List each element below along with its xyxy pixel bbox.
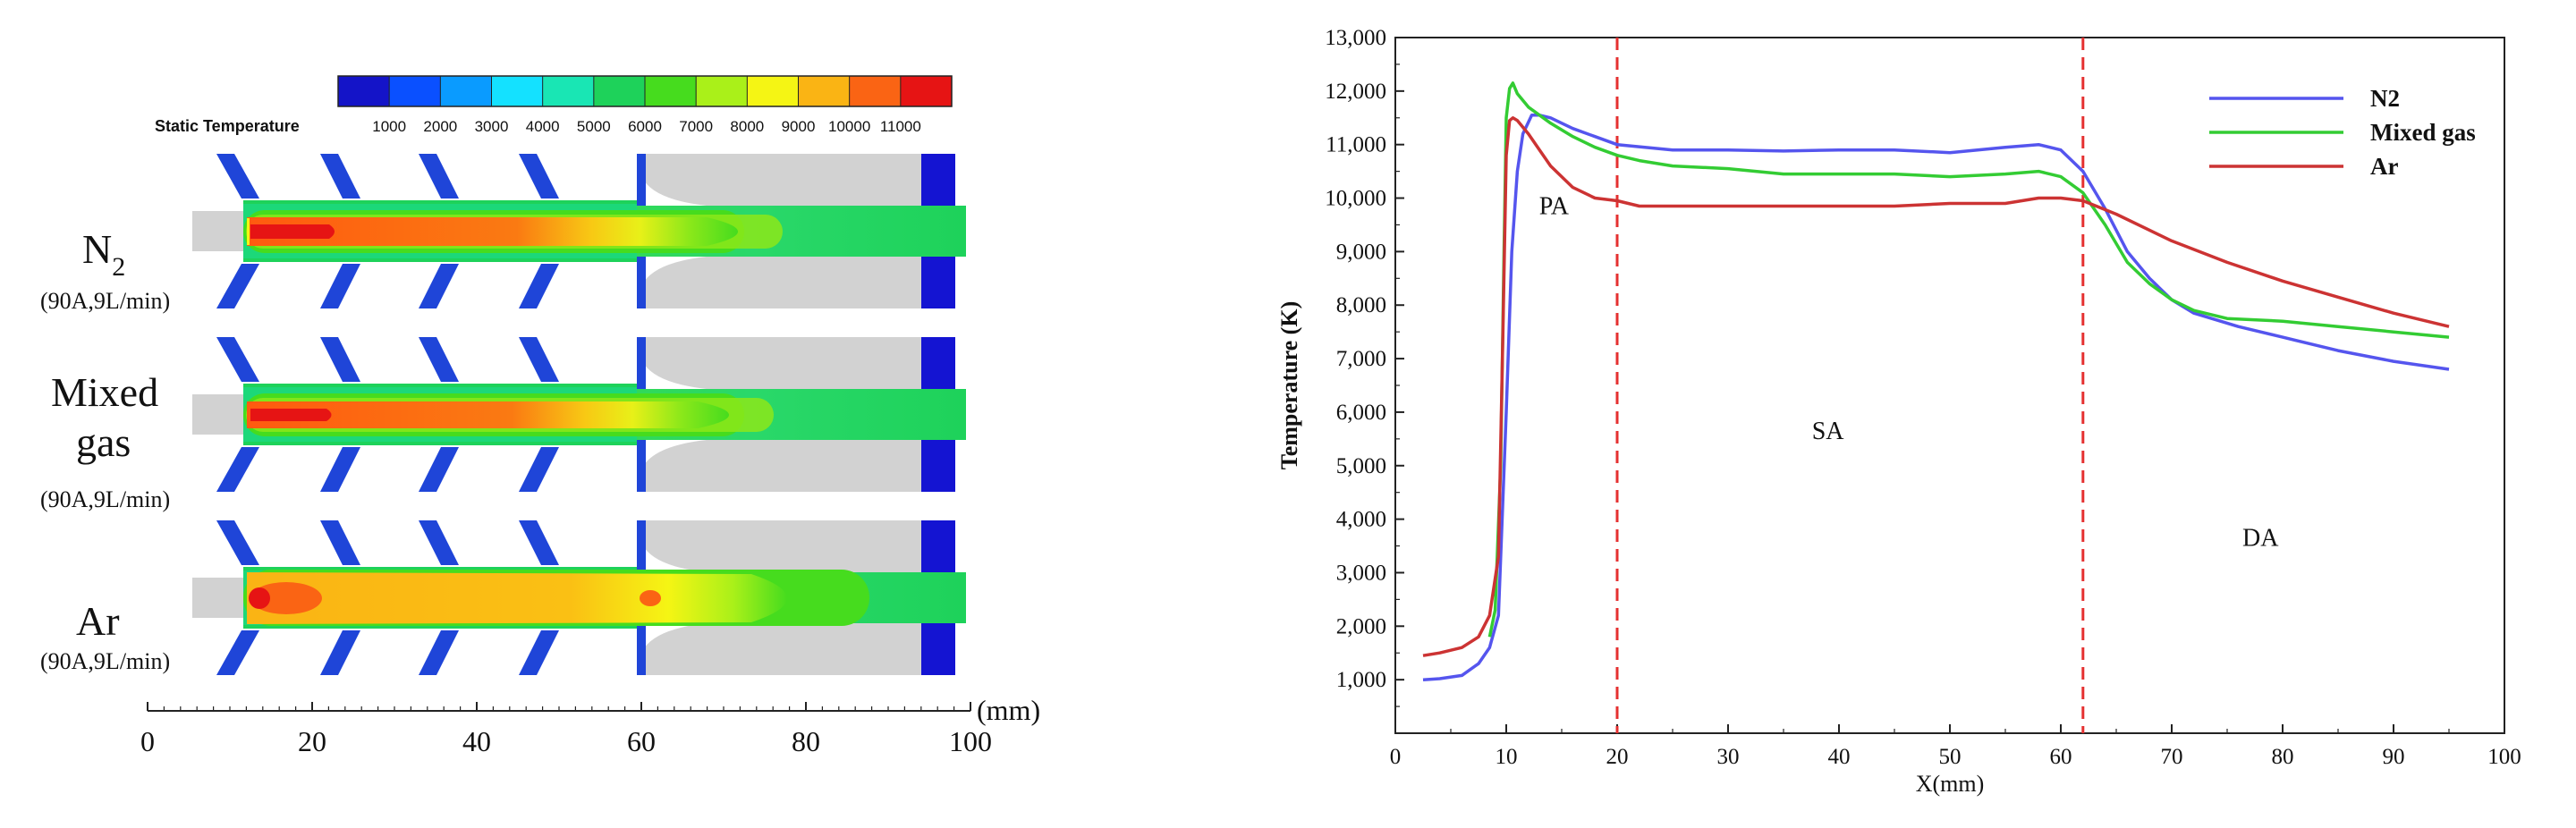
temperature-line-chart: 1,000 2,000 3,000 4,000 5,000 6,000 7,000 8,000… — [1276, 26, 2521, 797]
scale-tick-label: 5000 — [577, 118, 611, 135]
length-axis-tick-label: 60 — [627, 725, 656, 757]
y-tick-label: 4,000 — [1336, 508, 1386, 532]
scale-swatch — [747, 76, 799, 106]
region-dividers — [1615, 38, 2085, 733]
row-condition-n2: (90A,9L/min) — [40, 288, 170, 314]
length-axis-tick-label: 40 — [462, 725, 491, 757]
scale-tick-label: 4000 — [526, 118, 560, 135]
scale-swatch — [696, 76, 748, 106]
y-tick-label: 8,000 — [1336, 293, 1386, 317]
series-lines — [1422, 81, 2450, 681]
row-label-mixed-line1: Mixed — [51, 369, 158, 415]
y-axis-title: Temperature (K) — [1276, 301, 1302, 469]
region-label-pa: PA — [1539, 192, 1570, 220]
scale-tick-label: 11000 — [880, 118, 921, 135]
y-tick-label: 13,000 — [1325, 26, 1386, 50]
contour-row-ar — [192, 520, 966, 675]
row-label-n2: N2 — [82, 226, 125, 282]
scale-swatch — [593, 76, 646, 106]
plot-frame — [1394, 37, 2505, 734]
y-tick-label: 3,000 — [1336, 561, 1386, 585]
length-axis-tick-label: 100 — [949, 725, 992, 757]
contour-row-n2 — [192, 154, 966, 308]
region-label-sa: SA — [1812, 418, 1845, 445]
scale-tick-label: 3000 — [475, 118, 509, 135]
scale-swatch — [900, 76, 953, 106]
temperature-color-scale — [337, 75, 953, 107]
length-axis-tick-label: 0 — [140, 725, 155, 757]
scale-title: Static Temperature — [155, 117, 300, 135]
legend-label: Ar — [2370, 153, 2398, 180]
length-axis: 0 20 40 60 80 100 — [140, 702, 992, 757]
contour-figure: Static Temperature 1000 2000 3000 4000 5000 6… — [40, 75, 1040, 757]
x-tick-label: 0 — [1390, 745, 1402, 769]
contour-row-mixed-gas — [192, 337, 966, 492]
row-condition-mixed-gas: (90A,9L/min) — [40, 486, 170, 512]
scale-swatch — [645, 76, 697, 106]
scale-tick-label: 8000 — [730, 118, 764, 135]
y-tick-label: 6,000 — [1336, 401, 1386, 425]
y-tick-label: 10,000 — [1325, 187, 1386, 211]
scale-swatch — [849, 76, 902, 106]
x-tick-label: 60 — [2050, 745, 2072, 769]
scale-swatch — [440, 76, 492, 106]
x-tick-label: 30 — [1717, 745, 1740, 769]
x-tick-label: 50 — [1939, 745, 1962, 769]
x-tick-label: 40 — [1828, 745, 1851, 769]
y-tick-label: 2,000 — [1336, 614, 1386, 638]
scale-tick-label: 1000 — [372, 118, 406, 135]
y-tick-label: 7,000 — [1336, 347, 1386, 371]
length-axis-tick-label: 80 — [792, 725, 820, 757]
length-axis-tick-label: 20 — [298, 725, 326, 757]
x-tick-label: 20 — [1606, 745, 1629, 769]
row-label-mixed-line2: gas — [76, 419, 131, 465]
scale-swatch — [798, 76, 851, 106]
x-tick-label: 100 — [2487, 745, 2521, 769]
scale-tick-label: 6000 — [628, 118, 662, 135]
region-label-da: DA — [2242, 525, 2279, 553]
x-tick-label: 80 — [2272, 745, 2294, 769]
scale-tick-label: 10000 — [828, 118, 870, 135]
region-labels: PA SA DA — [1539, 192, 2279, 552]
scale-swatch — [542, 76, 595, 106]
x-tick-label: 10 — [1496, 745, 1518, 769]
y-tick-label: 1,000 — [1336, 668, 1386, 692]
x-tick-label: 90 — [2383, 745, 2405, 769]
y-axis-ticks: 1,000 2,000 3,000 4,000 5,000 6,000 7,000 8,000… — [1325, 26, 1404, 707]
scale-swatch — [491, 76, 544, 106]
scale-tick-label: 7000 — [679, 118, 713, 135]
series-line-ar — [1422, 116, 2450, 657]
y-tick-label: 9,000 — [1336, 240, 1386, 264]
scale-tick-label: 2000 — [423, 118, 457, 135]
row-condition-ar: (90A,9L/min) — [40, 648, 170, 674]
scale-tick-labels: 1000 2000 3000 4000 5000 6000 7000 8000 9000 1000… — [372, 118, 921, 135]
legend-label: Mixed gas — [2370, 119, 2476, 146]
legend-label: N2 — [2370, 85, 2400, 112]
length-axis-unit: (mm) — [977, 694, 1040, 726]
scale-swatch — [338, 76, 390, 106]
row-label-ar: Ar — [76, 598, 120, 644]
legend: N2 Mixed gas Ar — [2209, 85, 2476, 180]
series-line-n2 — [1422, 114, 2450, 681]
y-tick-label: 5,000 — [1336, 454, 1386, 478]
y-tick-label: 11,000 — [1326, 133, 1386, 157]
x-axis-ticks: 0 10 20 30 40 50 60 70 80 90 100 — [1390, 724, 2521, 769]
scale-swatch — [389, 76, 441, 106]
series-line-mixed-gas — [1487, 81, 2450, 638]
y-tick-label: 12,000 — [1325, 80, 1386, 104]
scale-tick-label: 9000 — [782, 118, 816, 135]
x-tick-label: 70 — [2161, 745, 2183, 769]
x-axis-title: X(mm) — [1916, 771, 1985, 797]
